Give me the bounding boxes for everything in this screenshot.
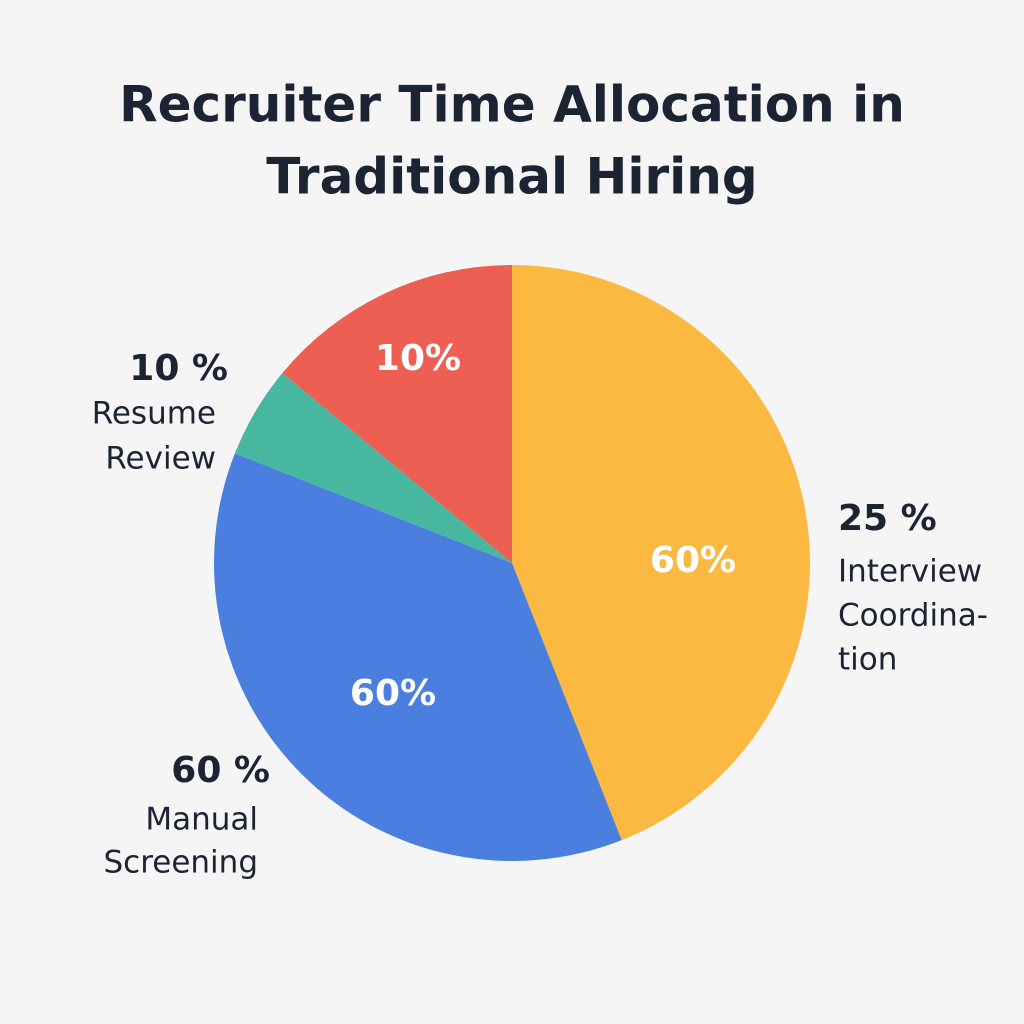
callout-value: 60 %: [171, 750, 270, 791]
pie-slice: [214, 453, 622, 861]
callout-label: Interview: [838, 554, 982, 590]
callout-label: Resume: [92, 396, 216, 432]
callout-label: tion: [838, 642, 897, 678]
pie-slice: [512, 265, 810, 841]
callout-label: Review: [105, 441, 216, 477]
pie-slice: [282, 265, 512, 563]
slice-label: 60%: [350, 673, 436, 714]
slice-label: 10%: [375, 338, 461, 379]
chart-title: Recruiter Time Allocation in: [119, 76, 905, 134]
callout-label: Manual: [145, 802, 258, 838]
callout-value: 25 %: [838, 498, 937, 539]
pie-slice: [234, 373, 512, 563]
callout-label: Screening: [103, 845, 258, 881]
chart-title: Traditional Hiring: [266, 148, 757, 206]
callout-label: Coordina-: [838, 598, 988, 634]
callout-value: 10 %: [129, 348, 228, 389]
slice-label: 60%: [650, 540, 736, 581]
